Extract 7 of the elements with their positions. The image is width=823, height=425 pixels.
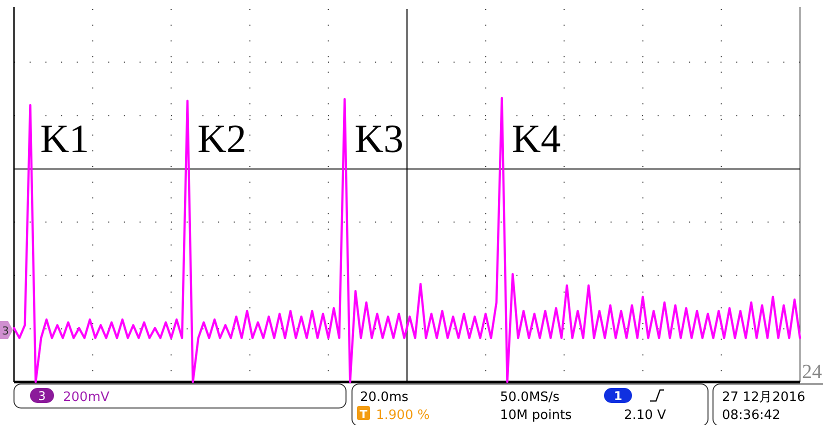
annotation: K1 [40,116,90,161]
annotation: K3 [354,116,404,161]
annotation: K4 [512,116,561,161]
annotation: K2 [197,116,246,161]
text: 24 [802,361,822,383]
text: 3 [2,324,9,338]
status-bar: 3 200mV 20.0ms 50.0MS/s 1 27 12月2016 T 1.900 % 10M points 2.10 V 08:36:42 [14,384,823,425]
